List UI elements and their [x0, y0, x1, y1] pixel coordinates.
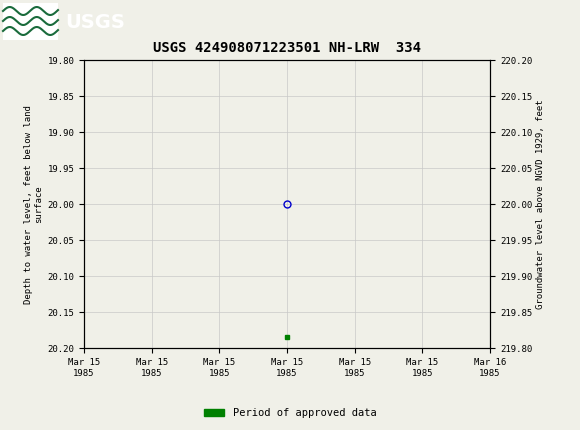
Legend: Period of approved data: Period of approved data [200, 404, 380, 423]
Text: USGS: USGS [65, 12, 125, 31]
Y-axis label: Depth to water level, feet below land
surface: Depth to water level, feet below land su… [24, 105, 44, 304]
Title: USGS 424908071223501 NH-LRW  334: USGS 424908071223501 NH-LRW 334 [153, 41, 421, 55]
Y-axis label: Groundwater level above NGVD 1929, feet: Groundwater level above NGVD 1929, feet [536, 99, 545, 309]
Bar [3, 3, 58, 40]
